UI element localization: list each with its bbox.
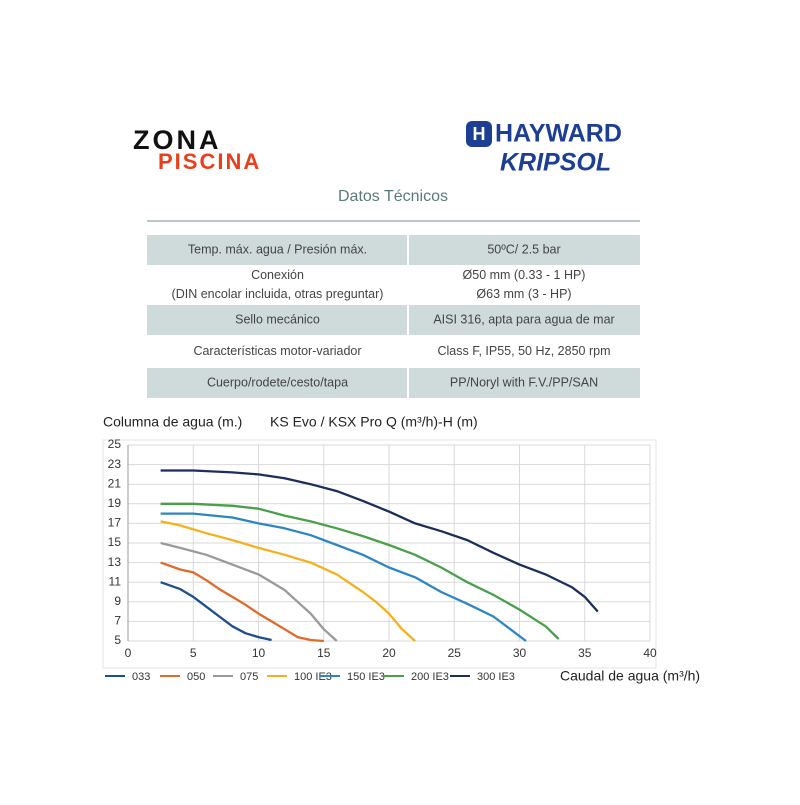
section-title: Datos Técnicos [338, 188, 448, 205]
y-tick-label: 25 [108, 437, 122, 451]
x-tick-label: 10 [252, 646, 266, 660]
x-tick-label: 35 [578, 646, 592, 660]
legend-label: 033 [132, 671, 150, 683]
x-tick-label: 5 [190, 646, 197, 660]
chart: Columna de agua (m.) KS Evo / KSX Pro Q (… [102, 414, 700, 684]
legend-label: 050 [187, 671, 205, 683]
table-cell: Class F, IP55, 50 Hz, 2850 rpm [438, 344, 611, 358]
x-tick-label: 40 [643, 646, 657, 660]
x-tick-label: 0 [125, 646, 132, 660]
logo-icon-letter: H [473, 124, 486, 144]
legend-label: 150 IE3 [347, 671, 385, 683]
y-tick-label: 7 [114, 614, 121, 628]
legend-label: 200 IE3 [411, 671, 449, 683]
x-tick-label: 20 [382, 646, 396, 660]
chart-frame [102, 439, 657, 669]
y-tick-label: 13 [108, 555, 122, 569]
logo-piscina: PISCINA [158, 149, 261, 174]
series-line [160, 502, 560, 640]
legend-label: 075 [240, 671, 258, 683]
series-line [160, 561, 324, 643]
table-cell: AISI 316, apta para agua de mar [433, 312, 614, 326]
series-line [160, 469, 599, 613]
table-cell: PP/Noryl with F.V./PP/SAN [450, 375, 598, 389]
logo-icon [466, 121, 492, 147]
series-line [160, 541, 338, 642]
series-line [160, 581, 272, 642]
y-tick-label: 5 [114, 633, 121, 647]
x-tick-label: 25 [448, 646, 462, 660]
table-cell: Conexión [251, 268, 304, 282]
y-tick-label: 21 [108, 476, 122, 490]
logo-zona: ZONA [133, 125, 222, 155]
series-line [160, 520, 416, 642]
legend-label: 300 IE3 [477, 671, 515, 683]
table-cell: 50ºC/ 2.5 bar [487, 242, 560, 256]
logo-kripsol: KRIPSOL [500, 149, 611, 177]
y-tick-label: 23 [108, 457, 122, 471]
y-tick-label: 15 [108, 535, 122, 549]
table-cell: Sello mecánico [235, 312, 320, 326]
table-cell: Características motor-variador [193, 344, 361, 358]
table-row-bg [147, 235, 640, 265]
x-tick-label: 30 [513, 646, 527, 660]
y-tick-label: 19 [108, 496, 122, 510]
table-cell: Ø63 mm (3 - HP) [476, 287, 571, 301]
y-axis-label: Columna de agua (m.) [103, 414, 242, 430]
table-cell: Ø50 mm (0.33 - 1 HP) [463, 268, 586, 282]
y-tick-label: 11 [109, 574, 122, 588]
table-row-bg [147, 368, 640, 398]
x-axis-label: Caudal de agua (m³/h) [560, 668, 700, 684]
x-tick-label: 15 [317, 646, 331, 660]
series-line [160, 512, 527, 642]
legend-label: 100 IE3 [294, 671, 332, 683]
table-row-bg [147, 305, 640, 335]
table-cell: Temp. máx. agua / Presión máx. [188, 242, 367, 256]
table-cell: Cuerpo/rodete/cesto/tapa [207, 375, 348, 389]
table-cell: (DIN encolar incluida, otras preguntar) [172, 287, 384, 301]
y-tick-label: 17 [108, 516, 122, 530]
logo-hayward: HAYWARD [495, 120, 622, 148]
y-tick-label: 9 [114, 594, 121, 608]
table: Temp. máx. agua / Presión máx. 50ºC/ 2.5 … [147, 235, 640, 398]
chart-title: KS Evo / KSX Pro Q (m³/h)-H (m) [270, 414, 478, 430]
